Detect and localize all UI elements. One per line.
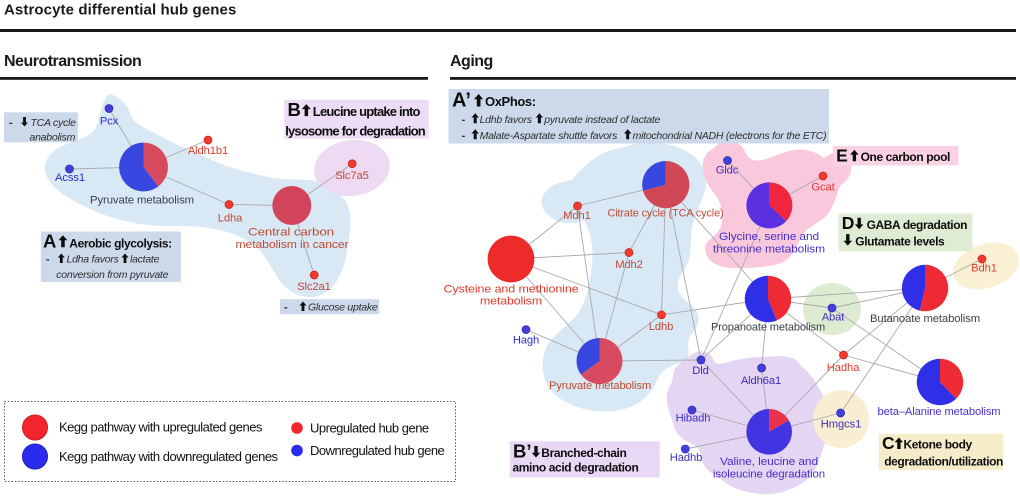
svg-text:Gcat: Gcat <box>811 182 835 194</box>
svg-text:-: - <box>462 130 466 142</box>
svg-text:mitochondrial NADH (electrons: mitochondrial NADH (electrons for the ET… <box>633 130 827 142</box>
svg-text:E: E <box>836 145 848 165</box>
svg-text:Hadha: Hadha <box>827 362 860 374</box>
svg-text:degradation/utilization: degradation/utilization <box>884 455 1003 469</box>
svg-text:Bdh1: Bdh1 <box>971 263 997 275</box>
svg-text:Slc2a1: Slc2a1 <box>297 281 331 293</box>
svg-text:Central carbon: Central carbon <box>248 227 334 239</box>
svg-text:Ldha: Ldha <box>218 213 243 225</box>
svg-text:TCA cycle: TCA cycle <box>31 117 77 129</box>
svg-text:OxPhos:: OxPhos: <box>485 94 536 109</box>
svg-text:Malate-Aspartate shuttle favor: Malate-Aspartate shuttle favors <box>480 130 619 142</box>
svg-text:Butanoate metabolism: Butanoate metabolism <box>870 313 980 325</box>
svg-text:Glycine, serine and: Glycine, serine and <box>719 231 819 243</box>
svg-text:A: A <box>43 230 56 251</box>
svg-text:GABA degradation: GABA degradation <box>867 218 968 232</box>
svg-text:Abat: Abat <box>822 312 846 324</box>
svg-text:Pyruvate metabolism: Pyruvate metabolism <box>549 380 651 392</box>
svg-text:B’: B’ <box>513 441 532 462</box>
svg-text:Valine, leucine and: Valine, leucine and <box>720 456 818 468</box>
svg-text:Dld: Dld <box>692 365 709 377</box>
svg-text:-: - <box>9 117 13 129</box>
svg-text:-: - <box>46 254 50 266</box>
svg-text:Leucine uptake into: Leucine uptake into <box>313 104 421 119</box>
svg-text:Glucose uptake: Glucose uptake <box>308 302 378 314</box>
svg-text:Downregulated hub gene: Downregulated hub gene <box>310 443 445 458</box>
svg-text:Upregulated hub gene: Upregulated hub gene <box>310 420 429 435</box>
svg-text:metabolism in cancer: metabolism in cancer <box>236 239 349 251</box>
svg-text:Propanoate metabolism: Propanoate metabolism <box>711 322 825 334</box>
svg-text:Kegg pathway with upregulated: Kegg pathway with upregulated genes <box>59 420 263 435</box>
svg-text:Hagh: Hagh <box>513 335 539 347</box>
svg-text:Aldh1b1: Aldh1b1 <box>188 145 228 157</box>
svg-text:Mdh1: Mdh1 <box>563 210 591 222</box>
svg-text:conversion from pyruvate: conversion from pyruvate <box>56 269 168 281</box>
svg-text:Ldhb: Ldhb <box>649 321 674 333</box>
svg-text:anabolism: anabolism <box>30 132 76 144</box>
svg-text:Hadhb: Hadhb <box>670 452 702 464</box>
svg-text:Hibadh: Hibadh <box>676 413 711 425</box>
svg-text:C: C <box>882 433 895 453</box>
svg-text:Glutamate levels: Glutamate levels <box>855 234 945 248</box>
svg-text:Astrocyte differential hub gen: Astrocyte differential hub genes <box>4 1 236 18</box>
svg-text:Acss1: Acss1 <box>55 172 85 184</box>
svg-text:lactate: lactate <box>130 254 160 266</box>
svg-text:Pyruvate metabolism: Pyruvate metabolism <box>90 195 194 207</box>
svg-text:lysosome for degradation: lysosome for degradation <box>285 124 426 139</box>
svg-text:beta–Alanine metabolism: beta–Alanine metabolism <box>878 406 1001 418</box>
svg-text:Ldhb favors: Ldhb favors <box>480 114 533 126</box>
svg-text:Branched-chain: Branched-chain <box>541 446 626 460</box>
svg-text:-: - <box>284 302 288 314</box>
svg-text:Slc7a5: Slc7a5 <box>335 170 369 182</box>
svg-text:Aerobic glycolysis:: Aerobic glycolysis: <box>69 236 171 250</box>
svg-text:Hmgcs1: Hmgcs1 <box>821 419 861 431</box>
svg-text:Aldh6a1: Aldh6a1 <box>741 375 781 387</box>
svg-text:pyruvate instead of lactate: pyruvate instead of lactate <box>543 114 660 126</box>
svg-text:threonine metabolism: threonine metabolism <box>713 244 825 256</box>
svg-text:Neurotransmission: Neurotransmission <box>4 53 141 70</box>
svg-text:D: D <box>842 213 855 233</box>
svg-text:Ketone body: Ketone body <box>904 438 973 452</box>
svg-text:One carbon pool: One carbon pool <box>861 150 950 164</box>
svg-text:isoleucine degradation: isoleucine degradation <box>713 469 825 481</box>
svg-text:amino acid degradation: amino acid degradation <box>513 461 639 475</box>
svg-text:metabolism: metabolism <box>480 296 542 308</box>
svg-text:Aging: Aging <box>450 53 493 70</box>
svg-text:Ldha favors: Ldha favors <box>67 254 120 266</box>
svg-text:-: - <box>462 114 466 126</box>
svg-text:Pcx: Pcx <box>100 116 119 128</box>
svg-text:B: B <box>288 99 301 120</box>
svg-text:Cysteine and methionine: Cysteine and methionine <box>444 284 579 296</box>
svg-text:Gldc: Gldc <box>716 165 739 177</box>
svg-text:Mdh2: Mdh2 <box>615 259 643 271</box>
svg-text:Kegg pathway with downregulate: Kegg pathway with downregulated genes <box>59 449 279 464</box>
svg-text:Citrate cycle (TCA cycle): Citrate cycle (TCA cycle) <box>608 208 724 220</box>
svg-text:A’: A’ <box>452 90 471 112</box>
